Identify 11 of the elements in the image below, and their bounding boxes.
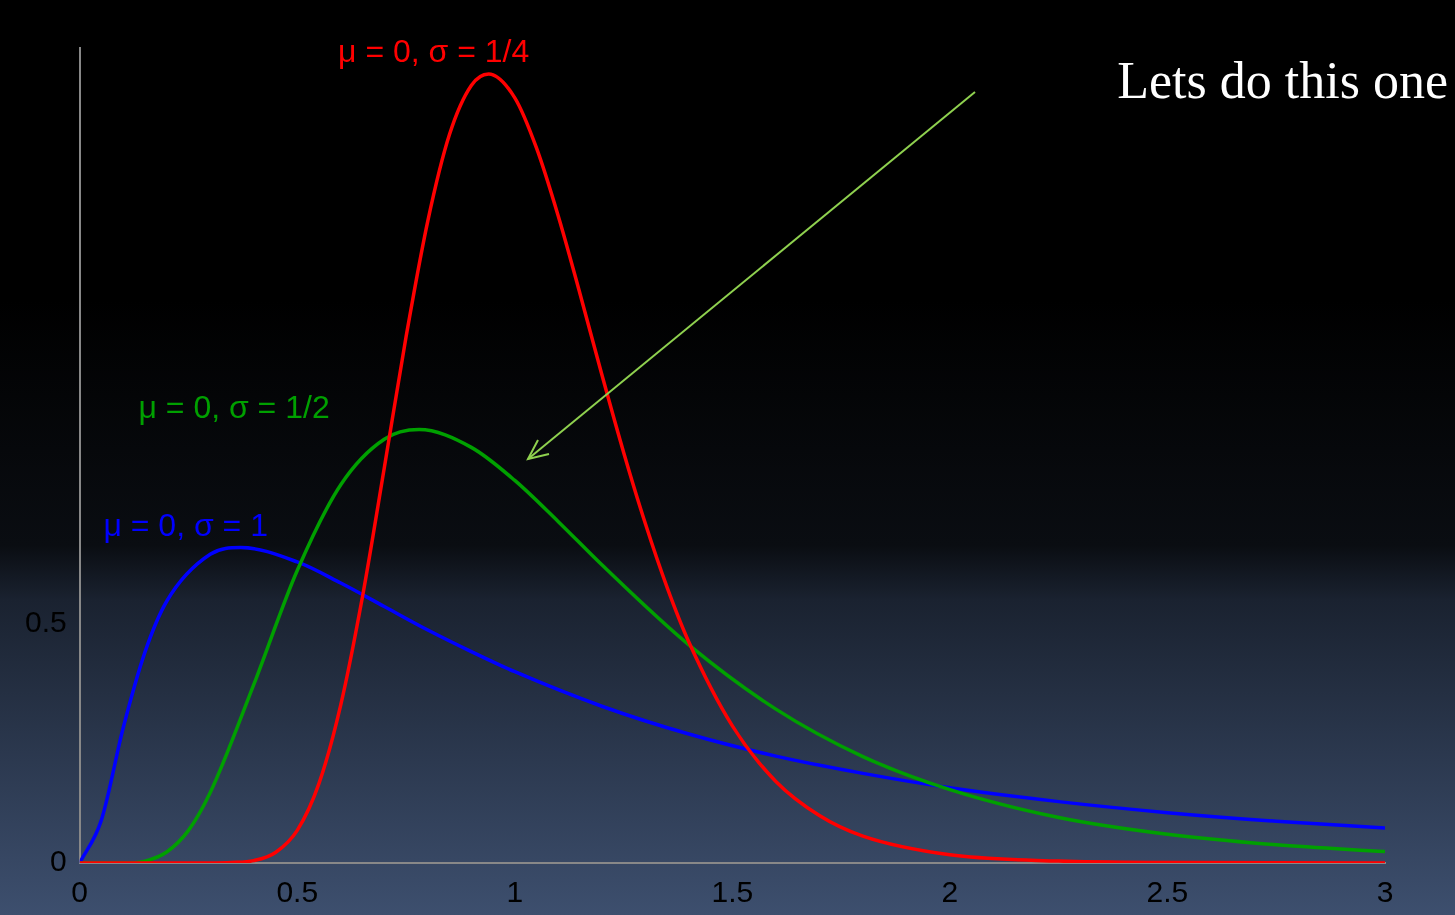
x-tick-label: 1.5 bbox=[711, 875, 754, 909]
series-label: μ = 0, σ = 1 bbox=[103, 506, 268, 543]
series-label: μ = 0, σ = 1/4 bbox=[338, 32, 530, 69]
x-tick-label: 0.5 bbox=[276, 875, 319, 909]
x-tick-label: 1 bbox=[506, 875, 524, 909]
x-tick-label: 2.5 bbox=[1146, 875, 1189, 909]
x-tick-label: 2 bbox=[941, 875, 959, 909]
x-tick-label: 0 bbox=[71, 875, 89, 909]
series-label: μ = 0, σ = 1/2 bbox=[138, 388, 330, 425]
x-tick-label: 3 bbox=[1376, 875, 1394, 909]
annotation: Lets do this one bbox=[1117, 52, 1448, 109]
